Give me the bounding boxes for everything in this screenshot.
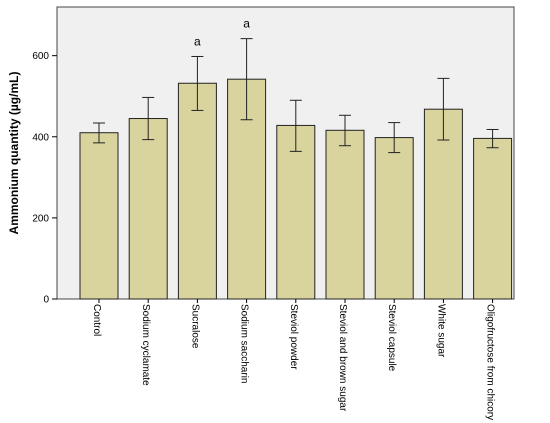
annotations-group: aa (194, 17, 250, 49)
x-category-label: Steviol capsule (386, 304, 397, 372)
bar (128, 118, 168, 300)
bar (276, 124, 316, 300)
x-category-label: Sodium cyclamate (140, 304, 151, 386)
y-tick-label: 600 (32, 51, 49, 62)
y-tick-label: 0 (43, 295, 49, 306)
x-axis: Control Sodium cyclamate Sucralose Sodium s… (91, 299, 496, 420)
x-category-label: Control (91, 304, 102, 336)
y-axis: 0 200 400 600 (32, 51, 57, 306)
x-category-label: Steviol and brown sugar (337, 304, 348, 412)
bar (374, 137, 414, 300)
x-category-label: Sodium saccharin (239, 304, 250, 383)
bar (79, 132, 119, 300)
x-category-label: Sucralose (189, 304, 200, 349)
y-tick-label: 400 (32, 132, 49, 143)
bar (177, 82, 217, 300)
bar (473, 137, 513, 300)
bar (325, 129, 365, 300)
x-category-label: Steviol powder (288, 304, 299, 370)
bars-group (79, 78, 513, 300)
error-bars-group (93, 38, 499, 154)
y-axis-label: Ammonium quantity (µg/mL) (7, 72, 21, 235)
significance-annotation: a (243, 17, 250, 31)
significance-annotation: a (194, 34, 201, 48)
x-category-label: White sugar (435, 304, 446, 358)
y-tick-label: 200 (32, 213, 49, 224)
x-category-label: Oligofructose from chicory (485, 304, 496, 420)
